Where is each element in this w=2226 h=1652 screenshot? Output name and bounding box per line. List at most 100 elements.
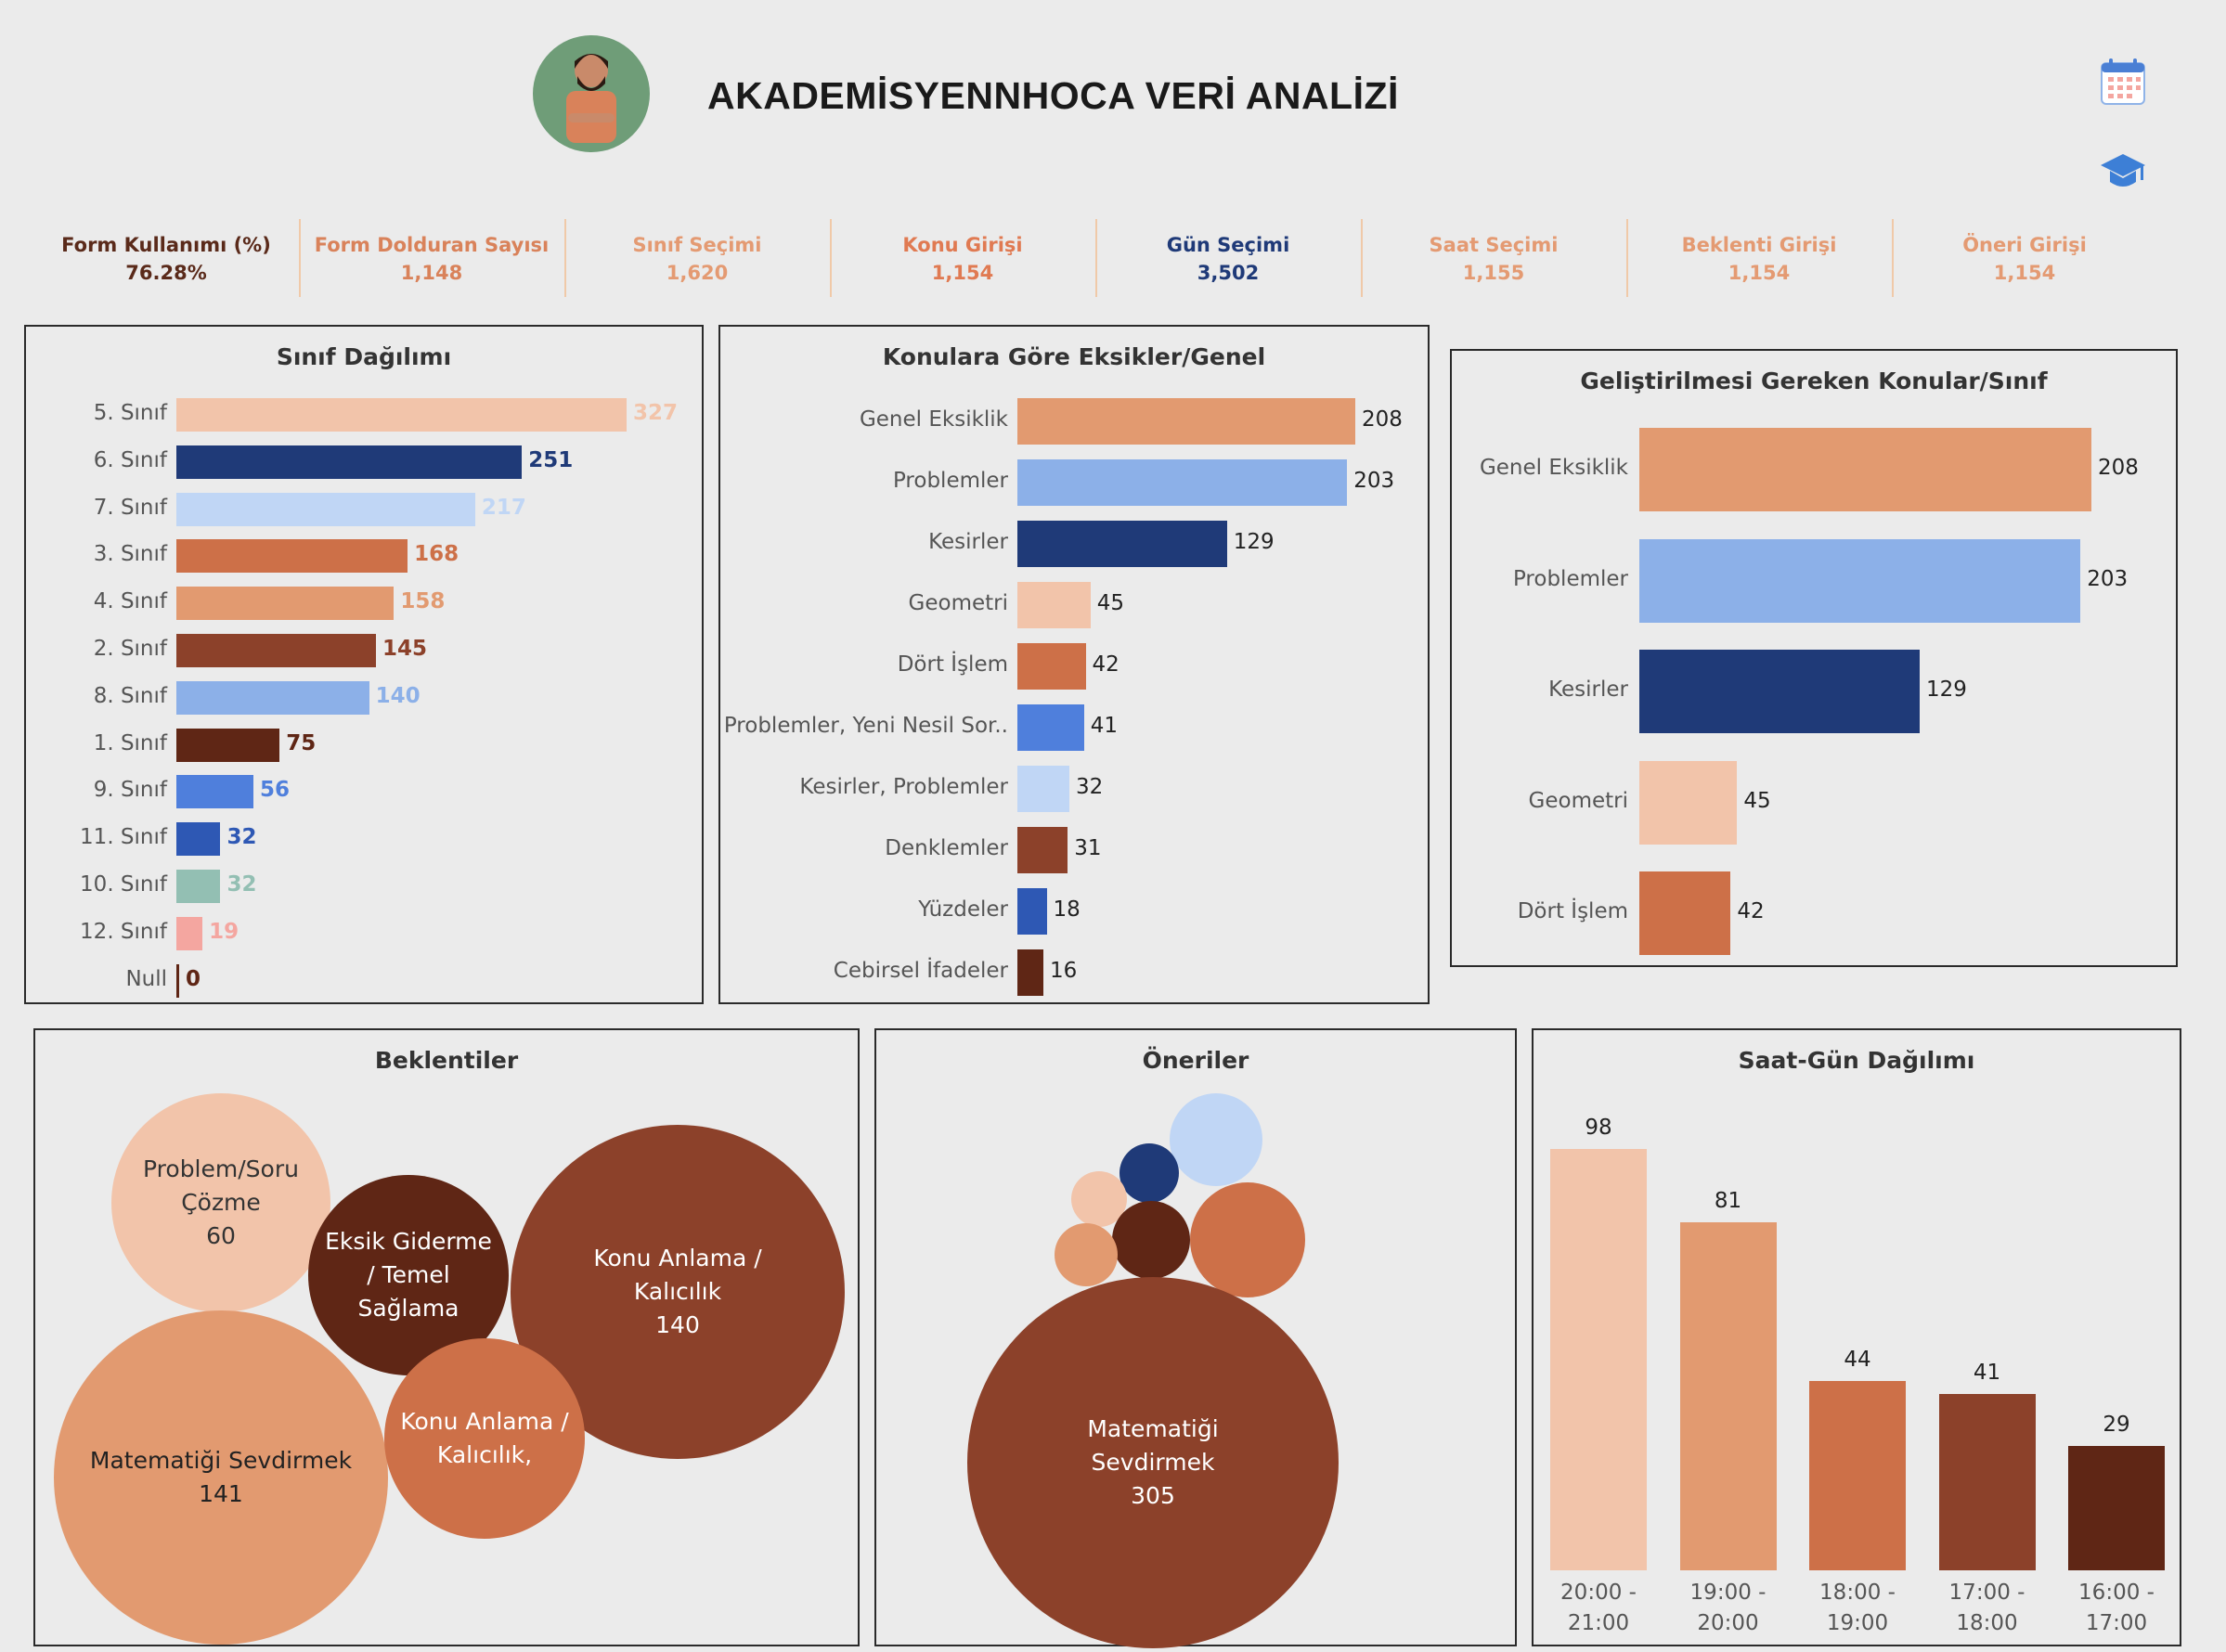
bubble-label: Eksik Giderme / Temel Sağlama xyxy=(323,1225,494,1325)
chart-title: Konulara Göre Eksikler/Genel xyxy=(882,343,1266,370)
bubble-category: Eksik Giderme / Temel Sağlama xyxy=(325,1228,492,1322)
bar xyxy=(1639,538,2081,623)
bubble-label: Konu Anlama / Kalıcılık 140 xyxy=(548,1242,808,1342)
bar-value-label: 327 xyxy=(633,401,679,425)
bar xyxy=(1017,888,1047,935)
category-label: Genel Eksiklik xyxy=(1479,456,1628,480)
sinif-dagilimi-panel: Sınıf Dağılımı 5. Sınıf 327 6. Sınıf 251 7. … xyxy=(24,325,704,1004)
graduation-cap-icon[interactable] xyxy=(2100,150,2146,193)
kpi-card[interactable]: Sınıf Seçimi 1,620 xyxy=(564,219,830,297)
saat-gun-dagilimi-panel: Saat-Gün Dağılımı 98 20:00 - 21:00 81 19:00… xyxy=(1532,1028,2181,1646)
bar xyxy=(1017,398,1355,445)
bubble-category: Konu Anlama / Kalıcılık, xyxy=(400,1408,569,1468)
chart-title: Geliştirilmesi Gereken Konular/Sınıf xyxy=(1580,368,2048,394)
category-label: Dört İşlem xyxy=(897,652,1008,677)
bar xyxy=(176,587,395,621)
bar xyxy=(176,916,203,950)
category-label: 20:00 - 21:00 xyxy=(1560,1581,1637,1635)
bar xyxy=(176,539,408,574)
bubble: Konu Anlama / Kalıcılık, xyxy=(384,1338,585,1539)
category-label: Denklemler xyxy=(885,836,1008,860)
category-label: Kesirler xyxy=(1548,678,1628,702)
bar xyxy=(176,822,221,857)
kpi-card[interactable]: Saat Seçimi 1,155 xyxy=(1361,219,1626,297)
chart-title: Sınıf Dağılımı xyxy=(276,343,452,370)
kpi-label: Öneri Girişi xyxy=(1962,234,2087,256)
bubble-category: Konu Anlama / Kalıcılık xyxy=(593,1245,762,1305)
bar xyxy=(1639,871,1731,955)
bubble-category: Matematiği Sevdirmek xyxy=(89,1447,353,1474)
kpi-card[interactable]: Öneri Girişi 1,154 xyxy=(1892,219,2157,297)
bar xyxy=(176,775,254,809)
bar xyxy=(1017,704,1084,751)
kpi-divider xyxy=(299,219,301,297)
bar-value-label: 56 xyxy=(260,778,291,803)
bar-value-label: 32 xyxy=(226,825,257,850)
bubble-value: 60 xyxy=(206,1222,236,1249)
bubble-label: Konu Anlama / Kalıcılık, xyxy=(399,1405,570,1472)
kpi-label: Sınıf Seçimi xyxy=(632,234,762,256)
bar-value-label: 19 xyxy=(209,919,239,944)
kpi-label: Gün Seçimi xyxy=(1166,234,1290,256)
bar-value-label: 145 xyxy=(382,637,428,661)
category-label: 5. Sınıf xyxy=(93,401,167,425)
bar-value-label: 208 xyxy=(2098,456,2139,480)
bar-value-label: 217 xyxy=(481,495,526,520)
bar xyxy=(176,445,523,479)
bar xyxy=(1938,1394,2036,1570)
bar-value-label: 32 xyxy=(1076,775,1104,799)
category-label: 1. Sınıf xyxy=(93,730,167,755)
category-label: 3. Sınıf xyxy=(93,542,167,567)
kpi-divider xyxy=(1892,219,1894,297)
bar xyxy=(176,870,221,903)
category-label: 2. Sınıf xyxy=(93,637,167,661)
bar xyxy=(1017,949,1043,996)
kpi-label: Beklenti Girişi xyxy=(1681,234,1837,256)
category-label: 16:00 - 17:00 xyxy=(2078,1581,2155,1635)
category-label: 19:00 - 20:00 xyxy=(1689,1581,1767,1635)
category-label: Yüzdeler xyxy=(918,897,1008,922)
kpi-card[interactable]: Gün Seçimi 3,502 xyxy=(1095,219,1361,297)
bubble-category: Matematiği Sevdirmek xyxy=(1087,1415,1219,1476)
bubble-label: Matematiği Sevdirmek 141 xyxy=(90,1444,352,1511)
kpi-value: 76.28% xyxy=(125,262,207,284)
bar xyxy=(1017,582,1091,628)
logo-avatar xyxy=(533,35,650,152)
bar-value-label: 18 xyxy=(1053,897,1081,922)
chart-title: Saat-Gün Dağılımı xyxy=(1738,1047,1975,1074)
bar xyxy=(1550,1149,1647,1570)
kpi-divider xyxy=(830,219,832,297)
bar-value-label: 41 xyxy=(1090,714,1119,738)
bubble xyxy=(1119,1143,1179,1203)
bar-value-label: 32 xyxy=(226,872,257,897)
bar xyxy=(1017,643,1086,690)
calendar-icon[interactable] xyxy=(2100,58,2146,106)
category-label: Geometri xyxy=(908,591,1008,615)
kpi-value: 1,154 xyxy=(1728,262,1791,284)
bar-value-label: 140 xyxy=(375,683,421,708)
bubble: Problem/Soru Çözme 60 xyxy=(111,1093,330,1312)
kpi-card[interactable]: Form Dolduran Sayısı 1,148 xyxy=(299,219,564,297)
kpi-value: 1,155 xyxy=(1462,262,1525,284)
kpi-divider xyxy=(1626,219,1628,297)
kpi-label: Form Dolduran Sayısı xyxy=(314,234,550,256)
kpi-card[interactable]: Form Kullanımı (%) 76.28% xyxy=(33,219,299,297)
bar-value-label: 129 xyxy=(1233,530,1275,554)
category-label: 8. Sınıf xyxy=(93,683,167,708)
kpi-label: Form Kullanımı (%) xyxy=(61,234,271,256)
bubble-category: Problem/Soru Çözme xyxy=(143,1155,299,1216)
bar xyxy=(1639,760,1738,845)
bar-value-label: 16 xyxy=(1050,959,1078,983)
bubble: Matematiği Sevdirmek 141 xyxy=(54,1310,388,1645)
kpi-card[interactable]: Beklenti Girişi 1,154 xyxy=(1626,219,1892,297)
kpi-label: Konu Girişi xyxy=(902,234,1023,256)
bar-value-label: 203 xyxy=(1353,469,1395,493)
kpi-card[interactable]: Konu Girişi 1,154 xyxy=(830,219,1095,297)
category-label: Problemler xyxy=(892,469,1008,493)
category-label: 4. Sınıf xyxy=(93,589,167,614)
bar-value-label: 251 xyxy=(528,447,574,472)
bubble xyxy=(1190,1182,1305,1297)
bar-value-label: 81 xyxy=(1714,1188,1742,1213)
category-label: 9. Sınıf xyxy=(93,778,167,803)
category-label: Problemler xyxy=(1512,566,1628,591)
